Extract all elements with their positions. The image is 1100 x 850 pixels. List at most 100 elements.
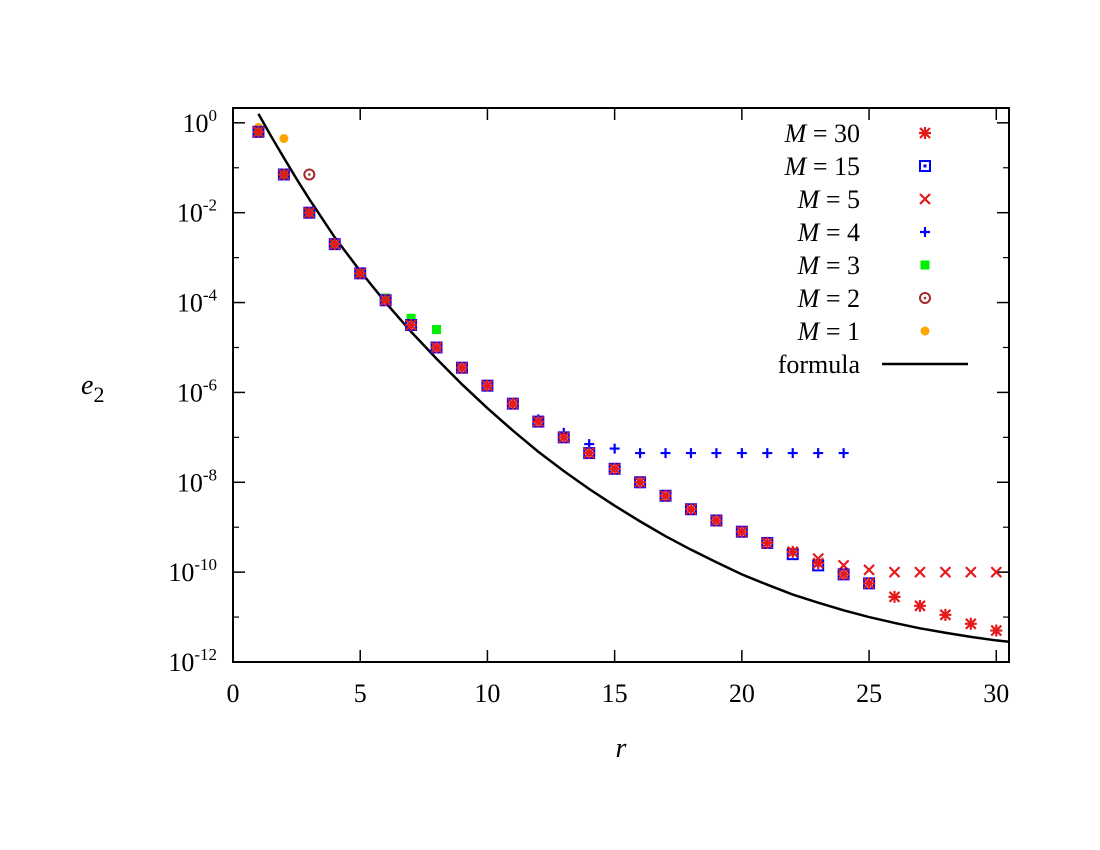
data-point xyxy=(430,341,443,354)
data-point xyxy=(583,447,596,460)
legend-entry: formula xyxy=(778,350,968,379)
legend-entry: M = 4 xyxy=(797,218,930,247)
legend-marker-sample xyxy=(919,160,931,172)
data-point xyxy=(837,568,850,581)
data-point xyxy=(379,294,392,307)
series-m5 xyxy=(252,126,1003,578)
data-point xyxy=(990,624,1003,637)
x-tick-label: 20 xyxy=(729,679,755,708)
data-points-layer xyxy=(252,122,1003,637)
legend-label: formula xyxy=(778,350,861,379)
data-point xyxy=(303,168,316,181)
y-tick-label: 10-6 xyxy=(177,375,217,407)
legend-label: M = 4 xyxy=(797,218,860,247)
data-point xyxy=(787,448,798,459)
legend-entry: M = 30 xyxy=(784,119,931,148)
svg-text:e2: e2 xyxy=(81,370,104,407)
legend-label: M = 15 xyxy=(784,152,860,181)
y-tick-label: 10-4 xyxy=(177,286,218,318)
data-point xyxy=(635,448,646,459)
legend-marker-sample xyxy=(920,260,930,270)
data-point xyxy=(506,397,519,410)
data-point xyxy=(913,599,926,612)
legend-entry: M = 2 xyxy=(797,284,931,313)
data-point xyxy=(838,448,849,459)
data-point xyxy=(964,617,977,630)
data-point xyxy=(634,476,647,489)
data-point xyxy=(812,557,825,570)
y-tick-label: 10-12 xyxy=(168,645,217,677)
legend-marker-sample xyxy=(920,326,930,336)
data-point xyxy=(965,566,977,578)
legend-marker-sample xyxy=(919,193,931,205)
data-point xyxy=(990,566,1003,578)
series-m4 xyxy=(253,126,849,459)
y-axis-label-main: e xyxy=(81,370,93,401)
x-tick-label: 15 xyxy=(602,679,628,708)
data-point xyxy=(609,443,620,454)
data-point xyxy=(939,566,952,578)
data-point xyxy=(659,489,672,502)
data-point xyxy=(762,448,773,459)
legend-entry: M = 3 xyxy=(797,251,930,280)
legend-label: M = 2 xyxy=(797,284,860,313)
x-tick-label: 0 xyxy=(227,679,240,708)
x-tick-label: 10 xyxy=(474,679,500,708)
legend-marker-sample xyxy=(919,292,931,304)
data-point xyxy=(303,206,316,219)
data-point xyxy=(786,545,799,558)
legend-marker-sample xyxy=(920,227,930,237)
data-point xyxy=(684,503,697,516)
legend-marker-sample xyxy=(919,127,931,139)
legend-label: M = 30 xyxy=(784,119,860,148)
data-point xyxy=(735,525,748,538)
data-point xyxy=(432,325,442,335)
data-point xyxy=(914,566,926,578)
data-point xyxy=(888,566,901,578)
data-point xyxy=(279,134,289,144)
data-point xyxy=(481,379,494,392)
y-tick-label: 10-2 xyxy=(177,196,217,228)
x-tick-label: 25 xyxy=(856,679,882,708)
data-point xyxy=(252,125,265,138)
data-point xyxy=(736,448,747,459)
data-point xyxy=(711,448,722,459)
data-point xyxy=(685,448,696,459)
legend-label: M = 3 xyxy=(797,251,860,280)
axis-ticks: 0 5 10 15 20 25 30 100 10-2 10-4 10-6 10-8 10-10 10-1… xyxy=(168,106,1009,708)
data-point xyxy=(455,361,468,374)
data-point xyxy=(405,319,418,332)
series-m3 xyxy=(253,127,442,335)
data-point xyxy=(277,168,290,181)
y-axis-label: e2 xyxy=(81,370,104,407)
formula-curve-layer xyxy=(257,113,1009,644)
y-tick-label: 10-8 xyxy=(177,465,217,497)
legend-label: M = 1 xyxy=(797,317,860,346)
data-point xyxy=(608,462,621,475)
x-axis-label: r xyxy=(616,733,627,764)
data-point xyxy=(557,431,570,444)
data-point xyxy=(328,238,341,251)
plot-area xyxy=(232,107,1010,663)
data-point xyxy=(660,448,671,459)
data-point xyxy=(761,536,774,549)
y-tick-label: 100 xyxy=(183,106,218,138)
legend-entry: M = 1 xyxy=(797,317,930,346)
data-point xyxy=(888,590,901,603)
data-point xyxy=(939,608,952,621)
plot-frame xyxy=(232,107,1010,663)
y-tick-label: 10-10 xyxy=(168,555,217,587)
data-point xyxy=(710,514,723,527)
y-axis-label-sub: 2 xyxy=(93,382,104,407)
data-point xyxy=(406,313,416,323)
data-point xyxy=(863,564,875,576)
x-tick-label: 30 xyxy=(983,679,1009,708)
legend-entry: M = 5 xyxy=(797,185,931,214)
data-point xyxy=(863,577,876,590)
x-tick-label: 5 xyxy=(354,679,367,708)
formula-curve xyxy=(257,113,1009,644)
series-m30 xyxy=(252,125,1003,637)
legend-entry: M = 15 xyxy=(784,152,931,181)
data-point xyxy=(354,267,367,280)
